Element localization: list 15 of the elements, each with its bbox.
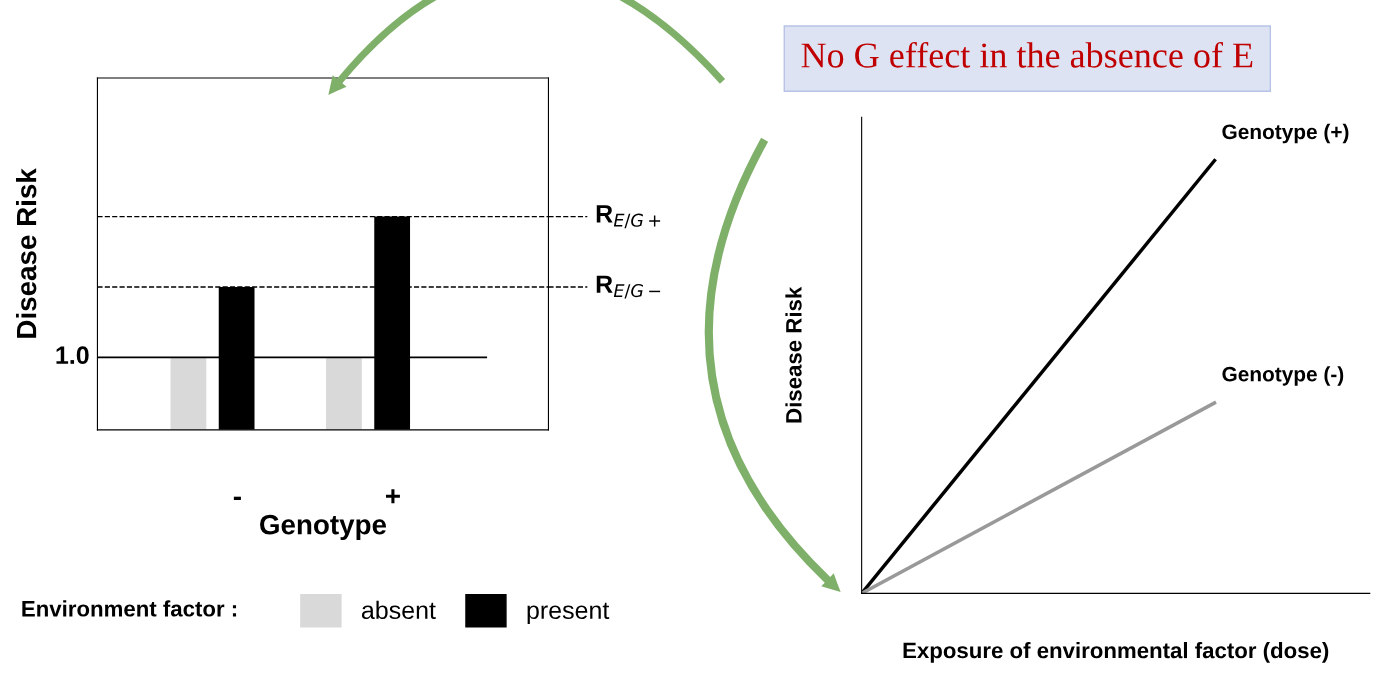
- legend-label: absent: [361, 600, 436, 620]
- ref-line-label: R$_{E/G+}$: [596, 205, 661, 229]
- legend-label: present: [527, 602, 610, 625]
- x-axis-title: Genotype: [260, 514, 387, 540]
- y-axis-title: Disease Risk: [15, 168, 37, 338]
- x-axis-title: Exposure of environmental factor (dose): [903, 642, 1329, 663]
- x-tick-label: +: [385, 489, 400, 504]
- y-axis-title: Disease Risk: [785, 286, 802, 423]
- x-tick-label: -: [233, 496, 241, 501]
- ref-line-label: R$_{E/G−}$: [596, 275, 661, 299]
- text: No G effect in the absence of E: [801, 41, 1253, 68]
- series-label: Genotype (-): [1222, 366, 1344, 386]
- legend-title: Environment factor :: [22, 600, 237, 617]
- series-label: Genotype (+): [1222, 123, 1349, 144]
- text: 1.0: [56, 346, 89, 365]
